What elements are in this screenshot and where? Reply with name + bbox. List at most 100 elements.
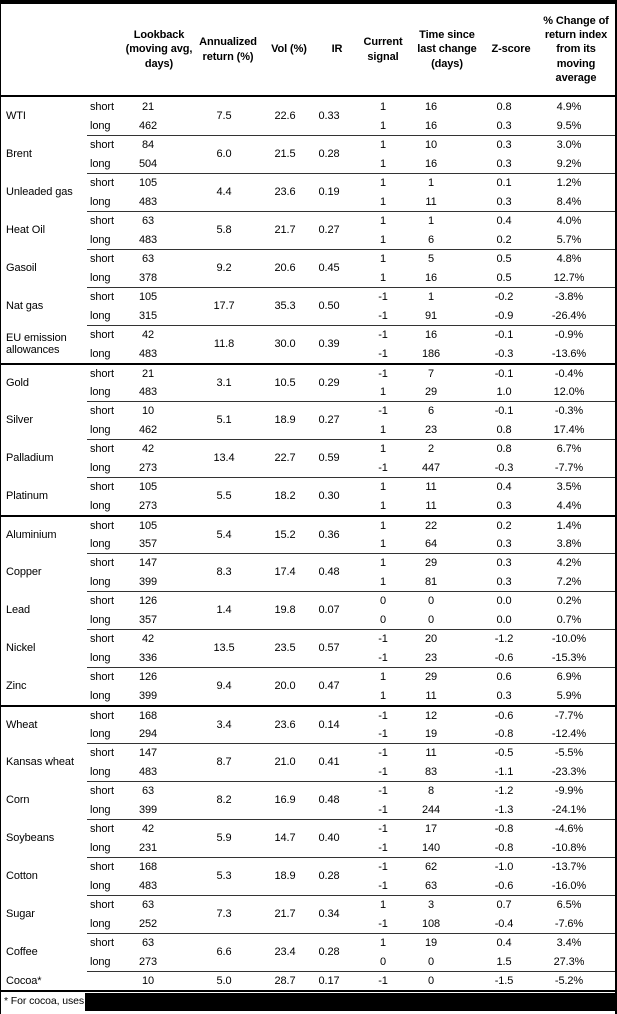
zscore-value: 0.5: [496, 252, 512, 265]
header-time-since: Time since last change (days): [417, 29, 477, 70]
lookback-value: 483: [138, 765, 158, 778]
vol-value: 23.4: [274, 946, 296, 958]
commodity-name: Silver: [6, 414, 33, 426]
vol-value: 18.9: [274, 414, 296, 426]
signal-value: 1: [379, 100, 387, 113]
row-divider: [87, 857, 615, 858]
ir-value: 0.19: [318, 186, 340, 198]
signal-value: 1: [379, 670, 387, 683]
zscore-value: -1.0: [494, 860, 514, 873]
side-label: long: [90, 309, 111, 322]
time-since-value: 29: [424, 556, 438, 569]
commodity-name: WTI: [6, 110, 26, 122]
commodity-name: Palladium: [6, 452, 54, 464]
annualized-return-value: 5.4: [216, 529, 232, 541]
time-since-value: 11: [425, 195, 437, 208]
pct-change-value: -7.6%: [554, 917, 584, 930]
redaction-bar: [85, 993, 615, 1011]
side-label: long: [90, 879, 111, 892]
table-row: Aluminium short 105 1 22 0.2 1.4% long 357 1 64 0.3…: [1, 515, 615, 553]
zscore-value: -1.2: [494, 632, 514, 645]
ir-value: 0.28: [318, 946, 340, 958]
vol-value: 23.5: [274, 642, 296, 654]
header-annualized: Annualized return (%): [199, 36, 257, 63]
lookback-value: 252: [138, 917, 158, 930]
zscore-value: 0.5: [496, 271, 512, 284]
time-since-value: 10: [424, 138, 438, 151]
lookback-value: 147: [138, 556, 158, 569]
commodity-name: Gold: [6, 377, 29, 389]
commodity-name: Unleaded gas: [6, 186, 73, 198]
ir-value: 0.48: [318, 794, 340, 806]
signal-value: 0: [379, 955, 387, 968]
lookback-value: 42: [141, 328, 155, 341]
signal-value: 1: [379, 499, 387, 512]
pct-change-value: 4.4%: [556, 499, 582, 512]
row-divider: [87, 895, 615, 896]
annualized-return-value: 3.4: [216, 719, 232, 731]
zscore-value: 0.3: [496, 499, 512, 512]
zscore-value: 0.3: [496, 538, 512, 550]
side-label: short: [90, 710, 114, 722]
vol-value: 23.6: [274, 719, 296, 731]
signal-value: -1: [378, 974, 388, 987]
pct-change-value: 1.4%: [556, 520, 582, 532]
table-body: WTI short 21 1 16 0.8 4.9% long 462 1 16 0.3 9.5% 7.5…: [1, 97, 615, 992]
signal-value: -1: [378, 860, 388, 873]
time-since-value: 2: [427, 442, 435, 455]
signal-value: -1: [378, 710, 388, 722]
time-since-value: 5: [427, 252, 435, 265]
lookback-value: 357: [138, 613, 158, 626]
commodity-name: Cotton: [6, 870, 38, 882]
side-label: long: [90, 271, 111, 284]
commodity-name: Corn: [6, 794, 30, 806]
time-since-value: 140: [421, 841, 441, 854]
footnote-row: * For cocoa, uses o: [1, 992, 615, 1012]
zscore-value: 0.3: [496, 556, 512, 569]
time-since-value: 16: [424, 100, 438, 113]
lookback-value: 105: [138, 176, 158, 189]
zscore-value: 0.4: [496, 214, 512, 227]
side-label: short: [90, 746, 114, 759]
table-header-row: Lookback (moving avg, days) Annualized r…: [1, 4, 615, 97]
row-divider: [87, 971, 615, 972]
signal-value: -1: [378, 404, 388, 417]
pct-change-value: 4.9%: [556, 100, 582, 113]
pct-change-value: -4.6%: [554, 822, 584, 835]
lookback-value: 357: [138, 538, 158, 550]
time-since-value: 3: [427, 898, 435, 911]
header-pct-change: % Change of return index from its moving…: [543, 15, 609, 84]
signal-value: 1: [379, 480, 387, 493]
commodity-name: Cocoa*: [6, 974, 42, 987]
commodity-name: Lead: [6, 604, 31, 616]
annualized-return-value: 9.2: [216, 262, 232, 274]
row-divider: [87, 743, 615, 744]
annualized-return-value: 7.5: [216, 110, 232, 122]
commodity-name: Zinc: [6, 680, 27, 692]
row-divider: [87, 249, 615, 250]
side-label: long: [90, 499, 111, 512]
ir-value: 0.36: [318, 529, 340, 541]
side-label: long: [90, 803, 111, 816]
side-label: short: [90, 520, 114, 532]
lookback-value: 168: [138, 860, 158, 873]
annualized-return-value: 5.1: [216, 414, 232, 426]
pct-change-value: 0.7%: [556, 613, 582, 626]
time-since-value: 1: [427, 176, 435, 189]
signal-value: -1: [378, 328, 388, 341]
vol-value: 18.2: [274, 490, 296, 502]
signal-value: -1: [378, 803, 388, 816]
lookback-value: 42: [141, 442, 155, 455]
side-label: [87, 971, 123, 990]
lookback-value: 21: [141, 100, 155, 113]
signal-value: -1: [378, 632, 388, 645]
time-since-value: 16: [424, 328, 438, 341]
zscore-value: -0.8: [494, 822, 514, 835]
ir-value: 0.07: [318, 604, 340, 616]
ir-value: 0.47: [318, 680, 340, 692]
signal-value: 1: [379, 520, 387, 532]
time-since-value: 12: [424, 710, 438, 722]
table-row: Silver short 10 -1 6 -0.1 -0.3% long 462 1 23 0.8 17…: [1, 401, 615, 439]
ir-value: 0.17: [318, 974, 340, 987]
commodity-name: Platinum: [6, 490, 48, 502]
